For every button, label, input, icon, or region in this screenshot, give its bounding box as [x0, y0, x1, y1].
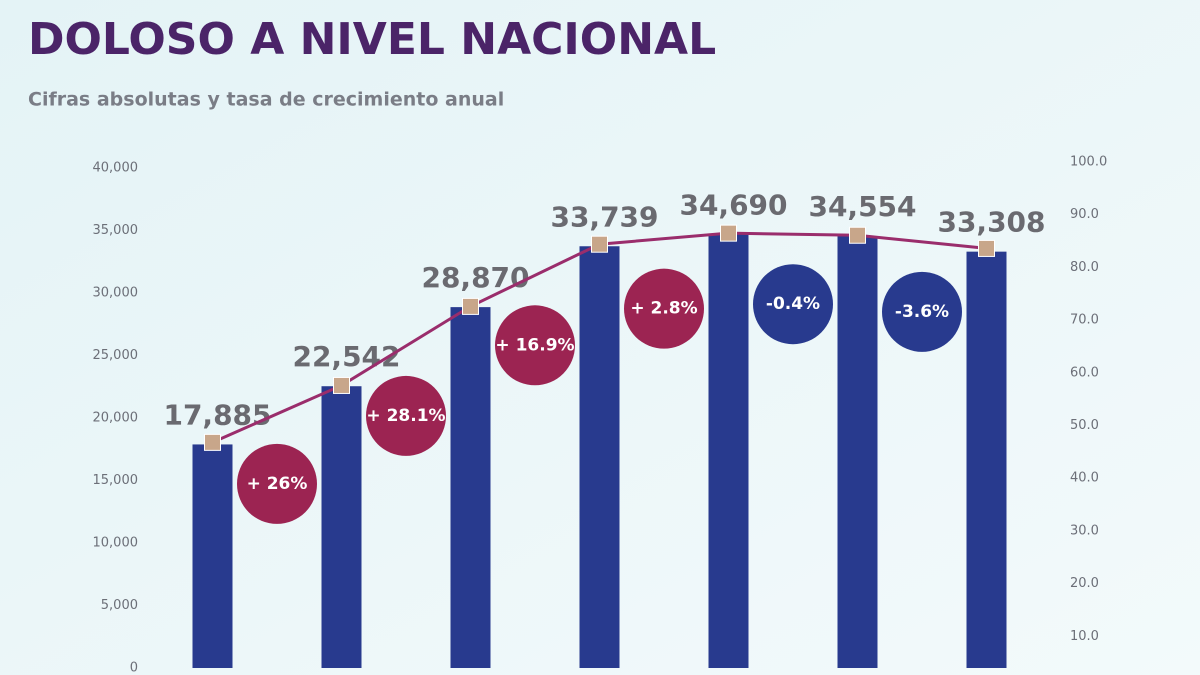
- growth-badge: [366, 375, 446, 456]
- chart-title: DOLOSO A NIVEL NACIONAL: [28, 14, 716, 65]
- growth-badge: [495, 305, 575, 386]
- bar: [321, 386, 362, 668]
- y-tick-label: 10,000: [93, 536, 139, 551]
- y2-tick-label: 20.0: [1070, 576, 1099, 591]
- y2-tick-label: 30.0: [1070, 523, 1099, 538]
- growth-label: + 28.1%: [366, 406, 445, 426]
- growth-badge: [753, 264, 833, 345]
- y2-tick-label: 40.0: [1070, 471, 1099, 486]
- bar: [708, 234, 749, 668]
- growth-badge: [237, 443, 317, 524]
- value-label: 22,542: [292, 340, 400, 373]
- y-tick-label: 20,000: [93, 411, 139, 426]
- growth-label: + 2.8%: [630, 299, 697, 319]
- y-tick-label: 5,000: [101, 598, 138, 613]
- value-label: 33,308: [937, 206, 1045, 239]
- growth-label: -0.4%: [766, 294, 820, 314]
- rate-marker: [462, 297, 479, 315]
- rate-marker: [333, 376, 350, 394]
- bar: [579, 246, 620, 668]
- growth-label: + 16.9%: [495, 335, 574, 355]
- y2-tick-label: 80.0: [1070, 260, 1099, 275]
- growth-badge: [882, 271, 962, 352]
- y-tick-label: 0: [130, 661, 138, 675]
- value-label: 17,885: [163, 398, 271, 431]
- y-tick-label: 40,000: [93, 161, 139, 176]
- bar: [192, 444, 233, 668]
- value-label: 28,870: [421, 261, 529, 294]
- y2-tick-label: 90.0: [1070, 207, 1099, 222]
- bar: [837, 236, 878, 668]
- y2-tick-label: 70.0: [1070, 313, 1099, 328]
- value-label: 34,554: [808, 190, 916, 223]
- bar: [966, 251, 1007, 668]
- growth-label: -3.6%: [895, 302, 949, 322]
- y-tick-label: 35,000: [93, 223, 139, 238]
- value-label: 34,690: [679, 188, 787, 221]
- rate-marker: [849, 226, 866, 244]
- y2-tick-label: 50.0: [1070, 418, 1099, 433]
- value-label: 33,739: [550, 200, 658, 233]
- rate-marker: [591, 235, 608, 253]
- growth-label: + 26%: [247, 474, 308, 494]
- y-tick-label: 30,000: [93, 286, 139, 301]
- rate-marker: [720, 224, 737, 242]
- y2-tick-label: 60.0: [1070, 365, 1099, 380]
- y-tick-label: 15,000: [93, 473, 139, 488]
- y2-tick-label: 100.0: [1070, 155, 1107, 170]
- bar: [450, 307, 491, 668]
- chart-subtitle: Cifras absolutas y tasa de crecimiento a…: [28, 89, 504, 111]
- growth-badge: [624, 268, 704, 349]
- y2-tick-label: 10.0: [1070, 629, 1099, 644]
- rate-marker: [204, 433, 221, 451]
- rate-marker: [978, 239, 995, 257]
- y-tick-label: 25,000: [93, 348, 139, 363]
